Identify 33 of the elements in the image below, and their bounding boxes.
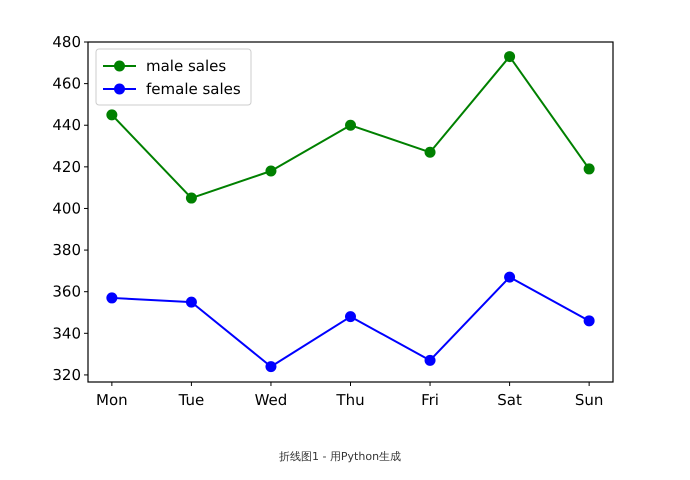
point (504, 272, 516, 283)
y-tick-label: 340 (52, 324, 81, 342)
point (424, 146, 436, 158)
point (265, 166, 276, 177)
y-tick-label: 360 (52, 282, 81, 301)
y-tick-label: 400 (52, 199, 81, 218)
y-tick-label: 380 (52, 241, 81, 260)
x-tick-label: Sun (574, 391, 604, 409)
x-tick-label: Wed (254, 391, 288, 409)
y-tick-label: 420 (52, 158, 81, 176)
point (584, 163, 595, 174)
y-tick-label: 440 (52, 116, 81, 134)
point (186, 296, 197, 308)
legend-label: male sales (146, 57, 226, 75)
legend-label: female sales (146, 80, 241, 98)
point (106, 292, 118, 304)
point (106, 109, 118, 120)
point (424, 354, 436, 366)
text: 折线图1 - 用Python生成 (278, 450, 402, 463)
point (584, 315, 595, 326)
x-tick-label: Tue (178, 391, 204, 409)
point (345, 120, 356, 131)
x-tick-label: Sat (497, 391, 522, 409)
y-tick-label: 460 (52, 74, 81, 93)
point (265, 361, 276, 372)
x-tick-label: Mon (96, 391, 128, 409)
x-tick-label: Thu (335, 391, 365, 409)
y-tick-label: 480 (52, 33, 81, 51)
point (186, 192, 197, 204)
point (504, 51, 516, 62)
y-tick-label: 320 (52, 366, 81, 384)
x-tick-label: Fri (421, 391, 439, 409)
point (345, 311, 356, 322)
